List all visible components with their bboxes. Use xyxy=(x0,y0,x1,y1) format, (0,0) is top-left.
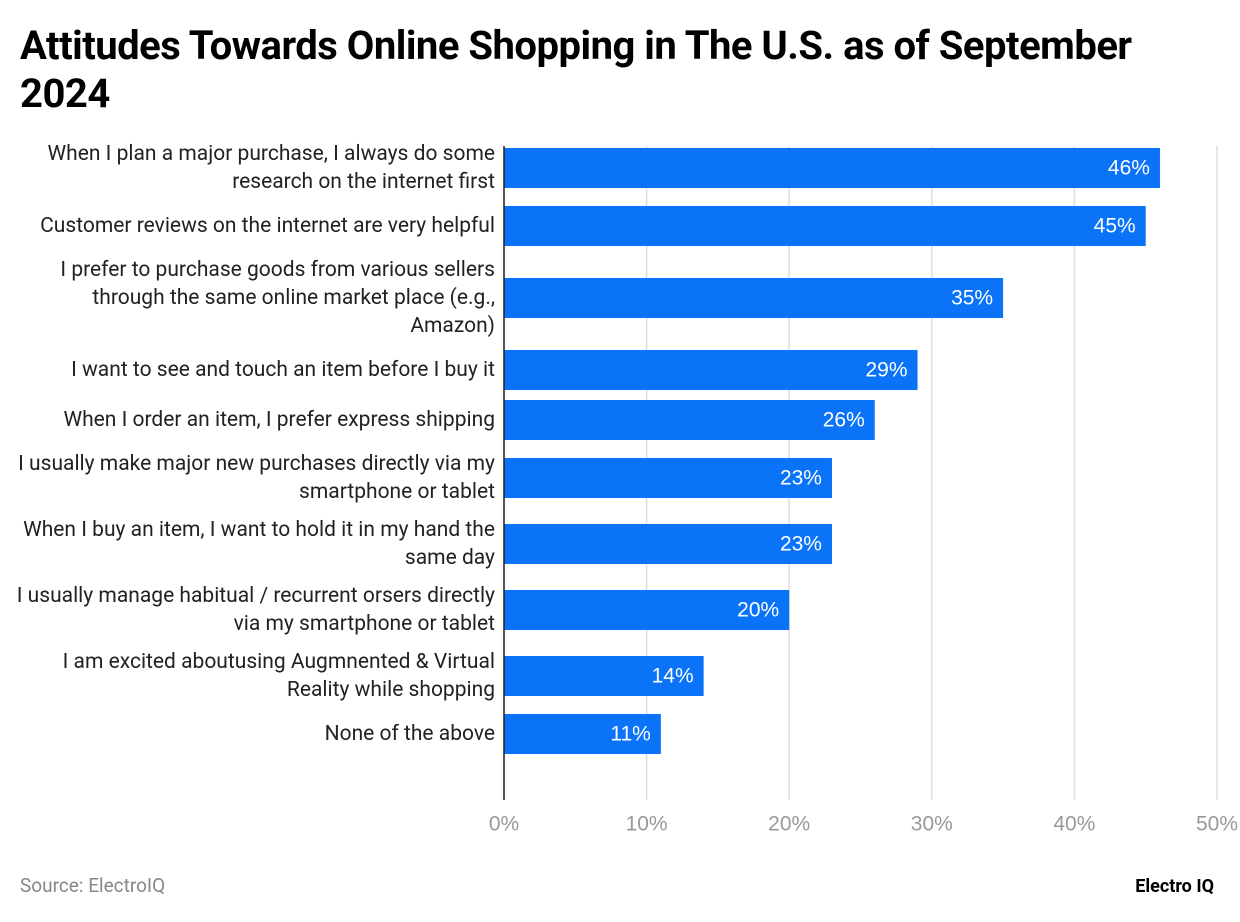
y-tick-label: None of the above xyxy=(324,722,495,746)
value-label: 46% xyxy=(1108,157,1150,180)
value-label: 26% xyxy=(823,409,865,432)
value-label: 29% xyxy=(866,359,908,382)
bar xyxy=(504,148,1160,188)
y-tick-label: Customer reviews on the internet are ver… xyxy=(40,214,495,238)
x-tick-label: 0% xyxy=(489,813,519,836)
y-tick-label: I usually make major new purchases direc… xyxy=(18,452,495,504)
value-label: 23% xyxy=(780,467,822,490)
bar xyxy=(504,400,875,440)
value-label: 23% xyxy=(780,533,822,556)
y-tick-label: I usually manage habitual / recurrent or… xyxy=(16,584,495,636)
x-tick-label: 30% xyxy=(911,813,953,836)
bar xyxy=(504,590,790,630)
chart-title: Attitudes Towards Online Shopping in The… xyxy=(20,22,1132,117)
bar xyxy=(504,656,704,696)
bar xyxy=(504,350,918,390)
x-tick-label: 20% xyxy=(768,813,810,836)
value-label: 14% xyxy=(652,665,694,688)
value-label: 35% xyxy=(951,287,993,310)
bar xyxy=(504,714,661,754)
bar xyxy=(504,524,832,564)
x-tick-label: 10% xyxy=(626,813,668,836)
y-tick-label: When I buy an item, I want to hold it in… xyxy=(23,518,495,570)
value-label: 20% xyxy=(737,599,779,622)
y-tick-label: I am excited aboutusing Augmnented & Vir… xyxy=(62,650,495,702)
bar xyxy=(504,206,1146,246)
bar xyxy=(504,458,832,498)
value-label: 45% xyxy=(1094,215,1136,238)
x-tick-label: 40% xyxy=(1053,813,1095,836)
y-tick-label: I want to see and touch an item before I… xyxy=(71,358,495,382)
brand: Electro IQ xyxy=(1135,876,1214,897)
y-tick-label: When I order an item, I prefer express s… xyxy=(63,408,495,432)
value-label: 11% xyxy=(610,723,650,746)
bar xyxy=(504,278,1004,318)
y-tick-label: I prefer to purchase goods from various … xyxy=(60,258,495,338)
x-tick-label: 50% xyxy=(1196,813,1238,836)
source: Source: ElectroIQ xyxy=(20,874,166,897)
y-tick-label: When I plan a major purchase, I always d… xyxy=(47,142,495,194)
